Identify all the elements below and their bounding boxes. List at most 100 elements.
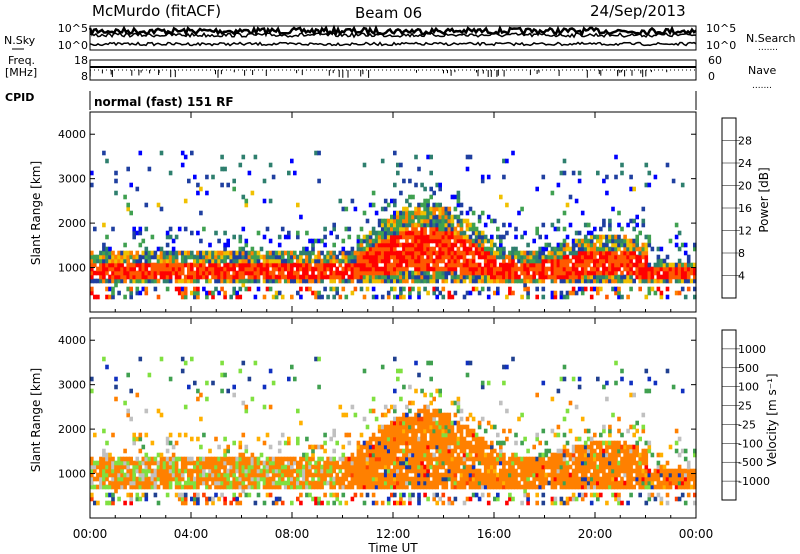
velocity-cell (126, 480, 130, 486)
power-cell (132, 262, 136, 268)
power-cell (644, 254, 649, 260)
power-cell (190, 274, 194, 280)
power-cell (105, 234, 109, 240)
power-cell (141, 262, 146, 268)
velocity-cell (256, 484, 261, 490)
power-cell (456, 218, 461, 224)
power-cell (596, 286, 600, 292)
power-cell (265, 266, 270, 272)
power-cell (293, 270, 297, 276)
velocity-cell (577, 456, 582, 462)
velocity-cell (90, 476, 94, 482)
power-cell (665, 266, 670, 272)
power-cell (562, 250, 567, 256)
velocity-cell (677, 436, 682, 442)
velocity-cell (362, 416, 367, 422)
velocity-cell (159, 460, 164, 466)
power-cell (208, 262, 212, 268)
velocity-cell (541, 472, 546, 478)
power-cell (380, 266, 385, 272)
power-cell (483, 278, 488, 284)
velocity-cell (550, 460, 555, 466)
velocity-cell (296, 484, 300, 490)
velocity-cell (190, 456, 194, 462)
power-cell (202, 250, 206, 256)
velocity-cell (405, 412, 409, 418)
power-cell (426, 238, 430, 244)
power-cell (362, 266, 367, 272)
power-cell (241, 274, 246, 280)
power-cell (156, 202, 161, 208)
velocity-cell (420, 472, 424, 478)
velocity-cell (450, 464, 455, 470)
power-cell (99, 270, 103, 276)
power-cell (623, 274, 627, 280)
power-cell (199, 266, 203, 272)
velocity-cell (417, 372, 421, 378)
power-cell (356, 250, 361, 256)
power-cell (374, 238, 379, 244)
velocity-cell (623, 440, 627, 446)
power-cell (338, 270, 343, 276)
velocity-cell (287, 464, 291, 470)
power-cell (532, 270, 536, 276)
velocity-cell (265, 476, 270, 482)
velocity-cell (223, 476, 227, 482)
velocity-cell (217, 496, 221, 502)
velocity-cell (423, 436, 427, 442)
velocity-cell (444, 432, 449, 438)
power-cell (180, 150, 185, 156)
power-cell (359, 250, 364, 256)
velocity-cell (256, 468, 261, 474)
velocity-cell (214, 456, 218, 462)
power-cell (650, 286, 655, 292)
velocity-cell (362, 468, 367, 474)
velocity-cell (165, 476, 170, 482)
power-cell (641, 266, 646, 272)
power-cell (399, 270, 403, 276)
velocity-cell (596, 468, 600, 474)
power-cell (465, 210, 470, 216)
power-cell (371, 262, 376, 268)
velocity-cell (99, 484, 103, 490)
velocity-cell (329, 468, 333, 474)
power-cell (244, 242, 249, 248)
velocity-cell (383, 460, 388, 466)
power-cell (647, 238, 652, 244)
power-cell (229, 258, 233, 264)
power-cell (290, 266, 294, 272)
velocity-cell (480, 440, 485, 446)
power-cell (399, 262, 403, 268)
power-cell (177, 226, 182, 232)
velocity-cell (680, 468, 685, 474)
power-cell (586, 258, 591, 264)
power-cell (465, 238, 470, 244)
power-cell (144, 262, 149, 268)
velocity-cell (620, 464, 624, 470)
power-cell (247, 262, 252, 268)
velocity-cell (211, 500, 215, 506)
power-cell (159, 250, 164, 256)
velocity-cell (232, 460, 236, 466)
power-cell (605, 254, 609, 260)
velocity-cell (435, 472, 439, 478)
power-cell (126, 250, 130, 256)
power-cell (514, 266, 518, 272)
velocity-cell (447, 424, 452, 430)
power-cell (211, 266, 215, 272)
power-cell (465, 290, 470, 296)
power-cell (126, 202, 130, 208)
power-cell (405, 226, 409, 232)
velocity-cell (453, 472, 458, 478)
velocity-cell (402, 384, 406, 390)
velocity-cell (396, 436, 400, 442)
velocity-cell (165, 440, 170, 446)
velocity-cell (190, 484, 194, 490)
velocity-cell (165, 468, 170, 474)
power-cell (405, 218, 409, 224)
power-cell (456, 258, 461, 264)
velocity-cell (308, 444, 312, 450)
power-cell (629, 254, 633, 260)
power-cell (496, 286, 500, 292)
power-cell (599, 274, 603, 280)
